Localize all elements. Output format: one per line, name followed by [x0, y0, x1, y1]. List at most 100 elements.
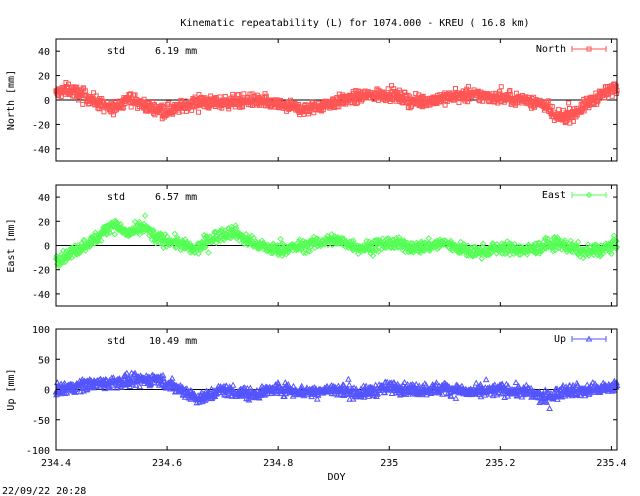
data-point — [504, 382, 512, 389]
data-point — [64, 387, 72, 394]
data-point — [501, 250, 509, 258]
data-point — [462, 98, 468, 104]
x-tick-label: 235.2 — [485, 458, 515, 469]
data-point — [122, 101, 128, 107]
data-point — [178, 97, 184, 103]
data-point — [479, 240, 487, 247]
data-point — [374, 390, 382, 397]
y-tick-label: 40 — [38, 193, 50, 204]
data-point — [353, 88, 359, 94]
data-point — [57, 390, 65, 397]
x-tick-label: 234.8 — [263, 458, 293, 469]
data-point — [171, 230, 178, 238]
data-point — [413, 239, 420, 247]
data-point — [576, 253, 584, 260]
data-point — [296, 236, 303, 243]
data-point — [392, 382, 400, 389]
data-point — [517, 251, 524, 258]
data-point — [371, 237, 379, 244]
data-point — [464, 242, 472, 249]
data-point — [305, 247, 312, 255]
data-point — [552, 247, 559, 254]
data-point — [91, 90, 97, 96]
data-point — [426, 247, 433, 254]
data-point — [564, 247, 572, 254]
data-point — [422, 381, 430, 388]
data-point — [131, 369, 139, 376]
std-value: 10.49 mm — [149, 336, 197, 347]
data-point — [227, 385, 235, 392]
data-point — [245, 396, 253, 403]
data-point — [515, 251, 523, 258]
data-point — [277, 235, 284, 243]
std-label: std — [107, 192, 125, 203]
x-tick-label: 234.6 — [152, 458, 182, 469]
data-point — [213, 239, 220, 246]
data-point — [362, 382, 370, 389]
data-point — [72, 386, 79, 393]
data-point — [317, 107, 323, 113]
data-point — [549, 248, 557, 255]
data-point — [544, 388, 552, 395]
data-point — [232, 222, 239, 229]
data-point — [82, 88, 88, 94]
data-point — [105, 226, 113, 234]
legend-marker — [585, 335, 593, 342]
data-point — [181, 245, 188, 252]
data-point — [136, 231, 143, 238]
y-tick-label: 50 — [38, 355, 50, 366]
data-point — [546, 404, 553, 411]
data-point — [580, 254, 587, 262]
data-point — [106, 229, 114, 236]
data-point — [132, 381, 140, 388]
data-point — [478, 255, 486, 262]
data-point — [168, 374, 176, 381]
data-point — [573, 382, 581, 389]
data-point — [313, 395, 321, 402]
data-point — [196, 109, 202, 115]
y-tick-label: 0 — [44, 96, 50, 107]
data-point — [549, 103, 555, 109]
data-point — [92, 229, 99, 236]
data-point — [101, 109, 107, 115]
data-point — [425, 245, 433, 253]
data-point — [482, 376, 490, 383]
data-point — [66, 81, 72, 87]
data-point — [367, 383, 375, 390]
data-point — [512, 379, 520, 386]
data-point — [306, 248, 314, 255]
x-tick-label: 235.4 — [596, 458, 626, 469]
data-point — [574, 238, 582, 246]
data-point — [224, 392, 231, 399]
data-point — [552, 243, 559, 250]
y-axis-label: North [mm] — [6, 70, 17, 130]
legend-marker — [586, 46, 592, 52]
data-point — [566, 100, 572, 106]
data-point — [412, 380, 420, 387]
data-point — [200, 244, 207, 251]
series-east — [52, 212, 621, 270]
data-point — [457, 238, 464, 246]
data-point — [121, 371, 129, 378]
data-point — [610, 386, 618, 393]
data-point — [452, 85, 458, 91]
data-point — [444, 389, 452, 396]
series-north — [53, 80, 620, 126]
data-point — [610, 232, 618, 239]
data-point — [559, 382, 567, 389]
data-point — [227, 234, 235, 242]
data-point — [472, 379, 480, 386]
x-tick-label: 234.4 — [41, 458, 71, 469]
data-point — [202, 244, 209, 251]
data-point — [485, 251, 492, 259]
data-point — [74, 84, 80, 90]
legend-label: North — [536, 44, 566, 55]
data-point — [166, 100, 172, 106]
data-point — [465, 84, 471, 90]
data-point — [220, 385, 227, 392]
data-point — [586, 105, 592, 111]
data-point — [61, 379, 68, 386]
data-point — [439, 390, 446, 397]
data-point — [573, 379, 581, 386]
data-point — [279, 240, 286, 247]
